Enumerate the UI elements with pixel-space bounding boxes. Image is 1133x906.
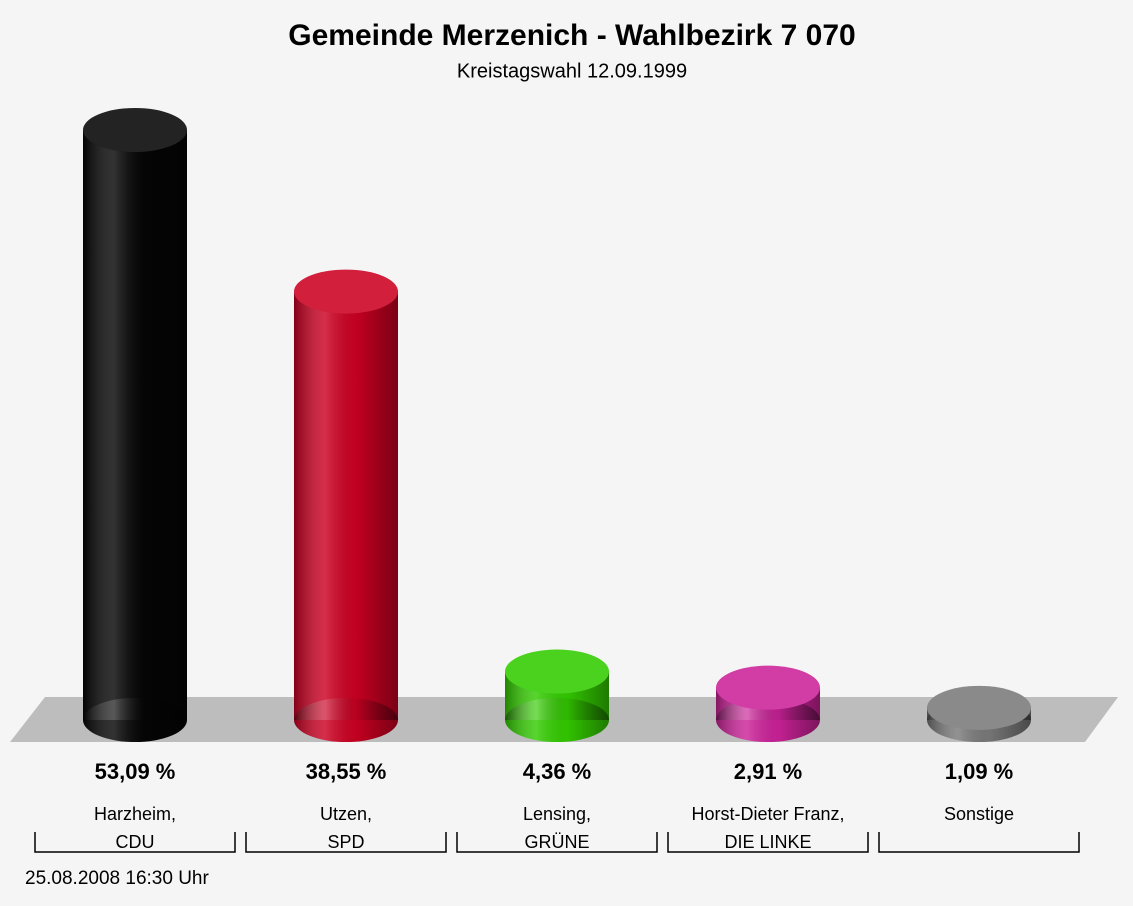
value-label: 1,09 % xyxy=(945,759,1014,784)
bar-top xyxy=(505,649,609,694)
bar-top-light xyxy=(83,108,187,152)
category-label: Utzen, SPD xyxy=(319,804,373,852)
chart-subtitle: Kreistagswahl 12.09.1999 xyxy=(457,60,687,82)
bar-top-light xyxy=(716,665,820,710)
bar-top xyxy=(927,685,1031,730)
bar-top-light xyxy=(927,685,1031,730)
value-label: 4,36 % xyxy=(523,759,592,784)
category-bracket xyxy=(667,832,869,853)
bar-top xyxy=(83,108,187,152)
value-label: 2,91 % xyxy=(734,759,803,784)
bar-top-light xyxy=(505,649,609,694)
category-label: Horst-Dieter Franz, DIE LINKE xyxy=(691,804,845,852)
value-label: 53,09 % xyxy=(95,759,176,784)
category-label: Harzheim, CDU xyxy=(93,804,177,852)
category-bracket xyxy=(456,832,658,853)
category-label: Lensing, GRÜNE xyxy=(522,804,592,852)
category-bracket xyxy=(878,832,1080,853)
bar-top xyxy=(716,665,820,710)
chart-title: Gemeinde Merzenich - Wahlbezirk 7 070 xyxy=(288,19,855,52)
category-label: Sonstige xyxy=(943,804,1015,824)
bar-shade xyxy=(294,291,398,720)
bar-top-light xyxy=(294,269,398,314)
category-bracket xyxy=(245,832,447,853)
bar-shade xyxy=(83,130,187,720)
value-label: 38,55 % xyxy=(306,759,387,784)
bar-top xyxy=(294,269,398,314)
category-bracket xyxy=(34,832,236,853)
footer: 25.08.2008 16:30 Uhr xyxy=(25,868,209,889)
